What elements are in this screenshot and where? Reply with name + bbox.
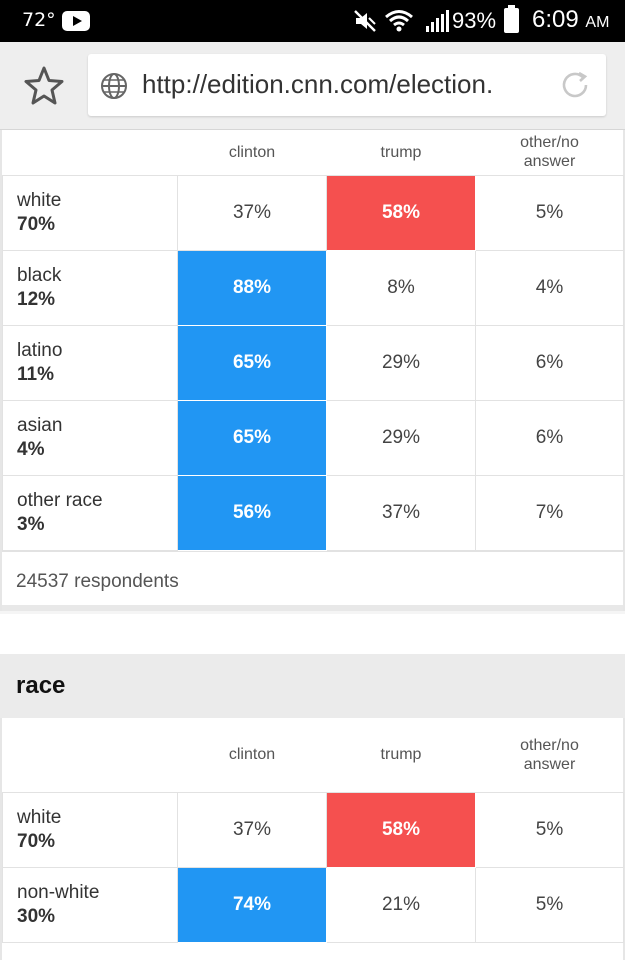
table-row: latino 11% 65% 29% 6%	[2, 324, 624, 401]
header-empty	[2, 718, 178, 793]
group-name: latino	[17, 339, 63, 361]
trump-cell: 21%	[326, 866, 476, 943]
table-row: asian 4% 65% 29% 6%	[2, 399, 624, 476]
clinton-cell: 37%	[177, 174, 327, 251]
other-cell: 4%	[475, 249, 624, 326]
row-label: asian 4%	[2, 399, 178, 476]
group-name: other race	[17, 489, 103, 511]
clock-ampm: AM	[585, 14, 610, 31]
results-table: clinton trump other/no answer white 70% 37…	[2, 718, 624, 943]
trump-cell: 37%	[326, 474, 476, 551]
table-row: black 12% 88% 8% 4%	[2, 249, 624, 326]
browser-toolbar: http://edition.cnn.com/election.	[0, 42, 625, 130]
table-header-row: clinton trump other/no answer	[2, 130, 624, 176]
trump-cell: 29%	[326, 399, 476, 476]
reload-icon[interactable]	[558, 68, 592, 102]
section-spacer	[0, 614, 625, 654]
group-name: white	[17, 806, 62, 828]
other-cell: 5%	[475, 866, 624, 943]
battery-icon	[504, 5, 519, 33]
clinton-cell: 56%	[177, 474, 327, 551]
address-bar[interactable]: http://edition.cnn.com/election.	[88, 54, 606, 116]
clock: 6:09 AM	[532, 6, 609, 34]
trump-cell: 8%	[326, 249, 476, 326]
temperature: 72°	[22, 9, 56, 31]
group-share: 4%	[17, 438, 45, 460]
row-label: black 12%	[2, 249, 178, 326]
wifi-icon	[385, 10, 413, 32]
other-cell: 5%	[475, 791, 624, 868]
row-label: latino 11%	[2, 324, 178, 401]
clinton-cell: 65%	[177, 399, 327, 476]
row-label: white 70%	[2, 174, 178, 251]
header-trump: trump	[326, 718, 476, 793]
group-share: 70%	[17, 830, 56, 852]
table-row: non-white 30% 74% 21% 5%	[2, 866, 624, 943]
clinton-cell: 37%	[177, 791, 327, 868]
other-cell: 6%	[475, 399, 624, 476]
mute-icon	[354, 10, 376, 32]
status-bar: 72° 93% 6:09 AM	[0, 0, 625, 42]
clock-time: 6:09	[532, 6, 579, 33]
section-title: race	[16, 672, 66, 699]
group-share: 30%	[17, 905, 56, 927]
group-share: 11%	[17, 363, 54, 385]
group-name: non-white	[17, 881, 100, 903]
header-clinton: clinton	[177, 130, 327, 176]
table-row: other race 3% 56% 37% 7%	[2, 474, 624, 551]
clinton-cell: 65%	[177, 324, 327, 401]
group-name: white	[17, 189, 62, 211]
clinton-cell: 88%	[177, 249, 327, 326]
row-label: other race 3%	[2, 474, 178, 551]
exit-poll-card-detailed: clinton trump other/no answer white 70% 37…	[0, 130, 625, 611]
trump-cell: 58%	[326, 791, 476, 868]
exit-poll-card-race: clinton trump other/no answer white 70% 37…	[0, 718, 625, 960]
battery-percent: 93%	[452, 8, 497, 33]
globe-icon	[101, 73, 127, 99]
signal-icon	[426, 10, 449, 32]
table-row: white 70% 37% 58% 5%	[2, 174, 624, 251]
group-name: asian	[17, 414, 63, 436]
other-cell: 6%	[475, 324, 624, 401]
other-cell: 5%	[475, 174, 624, 251]
other-cell: 7%	[475, 474, 624, 551]
group-share: 12%	[17, 288, 56, 310]
table-row: white 70% 37% 58% 5%	[2, 791, 624, 868]
header-empty	[2, 130, 178, 176]
clinton-cell: 74%	[177, 866, 327, 943]
results-table: clinton trump other/no answer white 70% 37…	[2, 130, 624, 551]
header-trump: trump	[326, 130, 476, 176]
youtube-icon	[62, 11, 90, 31]
group-share: 70%	[17, 213, 56, 235]
url-text[interactable]: http://edition.cnn.com/election.	[142, 69, 494, 99]
header-other: other/no answer	[475, 130, 624, 176]
group-share: 3%	[17, 513, 45, 535]
row-label: white 70%	[2, 791, 178, 868]
header-other: other/no answer	[475, 718, 624, 793]
star-icon[interactable]	[22, 64, 66, 108]
section-header: race	[0, 654, 625, 718]
row-label: non-white 30%	[2, 866, 178, 943]
header-clinton: clinton	[177, 718, 327, 793]
respondents-count: 24537 respondents	[2, 550, 623, 611]
page-content: clinton trump other/no answer white 70% 37…	[0, 130, 625, 960]
trump-cell: 58%	[326, 174, 476, 251]
trump-cell: 29%	[326, 324, 476, 401]
group-name: black	[17, 264, 62, 286]
table-header-row: clinton trump other/no answer	[2, 718, 624, 793]
